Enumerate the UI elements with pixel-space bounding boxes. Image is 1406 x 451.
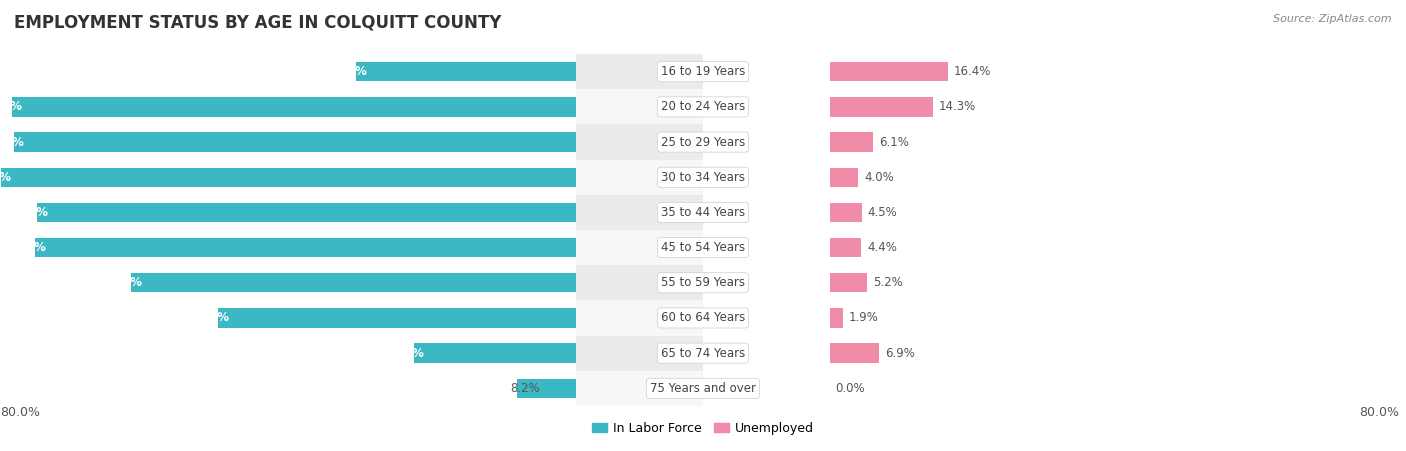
Bar — [830, 203, 862, 222]
Bar — [218, 308, 576, 327]
Text: 80.0%: 80.0% — [0, 406, 39, 419]
Bar — [0, 265, 703, 300]
Text: Source: ZipAtlas.com: Source: ZipAtlas.com — [1274, 14, 1392, 23]
Bar — [830, 308, 844, 327]
Bar — [576, 265, 1406, 300]
Text: 16 to 19 Years: 16 to 19 Years — [661, 65, 745, 78]
Bar — [35, 238, 576, 257]
Text: 49.7%: 49.7% — [188, 312, 229, 324]
Bar — [0, 160, 830, 195]
Text: 4.5%: 4.5% — [868, 206, 897, 219]
Bar — [830, 62, 948, 81]
Text: 6.1%: 6.1% — [879, 136, 910, 148]
Bar — [830, 273, 868, 292]
Bar — [14, 133, 576, 152]
Bar — [576, 371, 1406, 406]
Bar — [356, 62, 576, 81]
Text: 20 to 24 Years: 20 to 24 Years — [661, 101, 745, 113]
Bar — [576, 124, 1406, 160]
Text: 35 to 44 Years: 35 to 44 Years — [661, 206, 745, 219]
Text: 8.2%: 8.2% — [510, 382, 540, 395]
Text: 30.6%: 30.6% — [326, 65, 367, 78]
Text: 5.2%: 5.2% — [873, 276, 903, 289]
Bar — [576, 336, 1406, 371]
Bar — [830, 133, 873, 152]
Text: 55 to 59 Years: 55 to 59 Years — [661, 276, 745, 289]
Bar — [576, 54, 1406, 89]
Text: 22.6%: 22.6% — [384, 347, 425, 359]
Bar — [0, 300, 703, 336]
Bar — [0, 336, 830, 371]
Bar — [576, 300, 1406, 336]
Bar — [413, 344, 576, 363]
Text: 0.0%: 0.0% — [835, 382, 865, 395]
Bar — [830, 97, 932, 116]
Text: EMPLOYMENT STATUS BY AGE IN COLQUITT COUNTY: EMPLOYMENT STATUS BY AGE IN COLQUITT COU… — [14, 14, 502, 32]
Bar — [0, 89, 830, 124]
Text: 45 to 54 Years: 45 to 54 Years — [661, 241, 745, 254]
Bar — [0, 300, 830, 336]
Text: 30 to 34 Years: 30 to 34 Years — [661, 171, 745, 184]
Text: 16.4%: 16.4% — [953, 65, 991, 78]
Text: 79.9%: 79.9% — [0, 171, 11, 184]
Bar — [0, 89, 703, 124]
Bar — [517, 379, 576, 398]
Bar — [830, 238, 862, 257]
Bar — [0, 54, 830, 89]
Text: 4.4%: 4.4% — [868, 241, 897, 254]
Bar — [576, 160, 1406, 195]
Bar — [0, 265, 830, 300]
Bar — [0, 336, 703, 371]
Text: 75 Years and over: 75 Years and over — [650, 382, 756, 395]
Bar — [0, 230, 830, 265]
Bar — [11, 97, 576, 116]
Bar — [0, 230, 703, 265]
Text: 61.8%: 61.8% — [101, 276, 142, 289]
Bar — [38, 203, 576, 222]
Bar — [576, 230, 1406, 265]
Bar — [576, 89, 1406, 124]
Text: 6.9%: 6.9% — [884, 347, 915, 359]
Bar — [576, 195, 1406, 230]
Text: 65 to 74 Years: 65 to 74 Years — [661, 347, 745, 359]
Text: 75.1%: 75.1% — [6, 241, 46, 254]
Text: 60 to 64 Years: 60 to 64 Years — [661, 312, 745, 324]
Text: 1.9%: 1.9% — [849, 312, 879, 324]
Bar — [0, 371, 830, 406]
Legend: In Labor Force, Unemployed: In Labor Force, Unemployed — [586, 417, 820, 440]
Bar — [830, 344, 879, 363]
Bar — [0, 195, 703, 230]
Text: 25 to 29 Years: 25 to 29 Years — [661, 136, 745, 148]
Text: 4.0%: 4.0% — [865, 171, 894, 184]
Text: 74.8%: 74.8% — [7, 206, 48, 219]
Bar — [0, 195, 830, 230]
Text: 80.0%: 80.0% — [1358, 406, 1399, 419]
Text: 14.3%: 14.3% — [938, 101, 976, 113]
Text: 78.4%: 78.4% — [0, 101, 22, 113]
Bar — [830, 168, 858, 187]
Bar — [1, 168, 576, 187]
Bar — [0, 160, 703, 195]
Text: 78.1%: 78.1% — [0, 136, 24, 148]
Bar — [0, 54, 703, 89]
Bar — [131, 273, 576, 292]
Bar — [0, 124, 703, 160]
Bar — [0, 124, 830, 160]
Bar — [0, 371, 703, 406]
